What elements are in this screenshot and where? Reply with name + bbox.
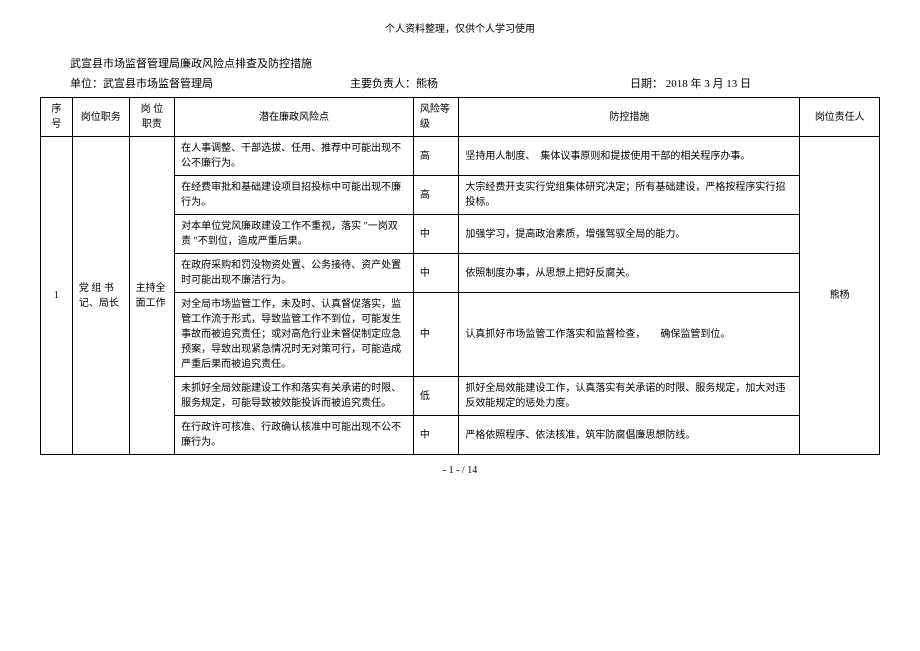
risk-table: 序号 岗位职务 岗 位 职责 潜在廉政风险点 风险等级 防控措施 岗位责任人 1… [40,97,880,455]
col-measure: 防控措施 [459,98,800,137]
col-level: 风险等级 [413,98,458,137]
meta-unit: 单位：武宣县市场监督管理局 [70,75,350,91]
measure-cell: 认真抓好市场监管工作落实和监督检查， 确保监管到位。 [459,293,800,377]
level-cell: 中 [413,416,458,455]
duty-cell: 主持全面工作 [129,137,174,455]
unit-label: 单位： [70,78,103,90]
measure-cell: 大宗经费开支实行党组集体研究决定；所有基础建设，严格按程序实行招投标。 [459,176,800,215]
seq-cell: 1 [41,137,73,455]
risk-cell: 对全局市场监管工作，未及时、认真督促落实，监管工作流于形式，导致监管工作不到位，… [175,293,414,377]
measure-cell: 坚持用人制度、 集体议事原则和提拔使用干部的相关程序办事。 [459,137,800,176]
level-cell: 中 [413,215,458,254]
person-value: 熊杨 [416,78,438,90]
date-label: 日期： [630,78,663,90]
col-position: 岗位职务 [72,98,129,137]
risk-cell: 对本单位党风廉政建设工作不重视，落实 "一岗双责 "不到位，造成严重后果。 [175,215,414,254]
meta-date: 日期： 2018 年 3 月 13 日 [630,75,880,91]
unit-value: 武宣县市场监督管理局 [103,78,213,90]
measure-cell: 依照制度办事，从思想上把好反腐关。 [459,254,800,293]
level-cell: 高 [413,137,458,176]
col-seq: 序号 [41,98,73,137]
table-row: 1 党 组 书记、局长 主持全面工作 在人事调整、干部选拔、任用、推荐中可能出现… [41,137,880,176]
page-footer: - 1 - / 14 [40,465,880,476]
header-note: 个人资料整理，仅供个人学习使用 [40,20,880,35]
meta-row: 单位：武宣县市场监督管理局 主要负责人：熊杨 日期： 2018 年 3 月 13… [40,75,880,91]
level-cell: 低 [413,377,458,416]
risk-cell: 在人事调整、干部选拔、任用、推荐中可能出现不公不廉行为。 [175,137,414,176]
col-duty: 岗 位 职责 [129,98,174,137]
level-cell: 中 [413,293,458,377]
col-risk: 潜在廉政风险点 [175,98,414,137]
date-value: 2018 年 3 月 13 日 [663,78,751,90]
measure-cell: 加强学习，提高政治素质，增强驾驭全局的能力。 [459,215,800,254]
meta-person: 主要负责人：熊杨 [350,75,630,91]
measure-cell: 抓好全局效能建设工作，认真落实有关承诺的时限、服务规定，加大对违反效能规定的惩处… [459,377,800,416]
risk-cell: 在政府采购和罚没物资处置、公务接待、资产处置时可能出现不廉洁行为。 [175,254,414,293]
risk-cell: 在行政许可核准、行政确认核准中可能出现不公不廉行为。 [175,416,414,455]
col-owner: 岗位责任人 [800,98,880,137]
document-title: 武宣县市场监督管理局廉政风险点排查及防控措施 [40,55,880,71]
person-label: 主要负责人： [350,78,416,90]
owner-cell: 熊杨 [800,137,880,455]
level-cell: 中 [413,254,458,293]
level-cell: 高 [413,176,458,215]
table-header-row: 序号 岗位职务 岗 位 职责 潜在廉政风险点 风险等级 防控措施 岗位责任人 [41,98,880,137]
risk-cell: 未抓好全局效能建设工作和落实有关承诺的时限、服务规定，可能导致被效能投诉而被追究… [175,377,414,416]
measure-cell: 严格依照程序、依法核准，筑牢防腐倡廉思想防线。 [459,416,800,455]
position-cell: 党 组 书记、局长 [72,137,129,455]
risk-cell: 在经费审批和基础建设项目招投标中可能出现不廉行为。 [175,176,414,215]
